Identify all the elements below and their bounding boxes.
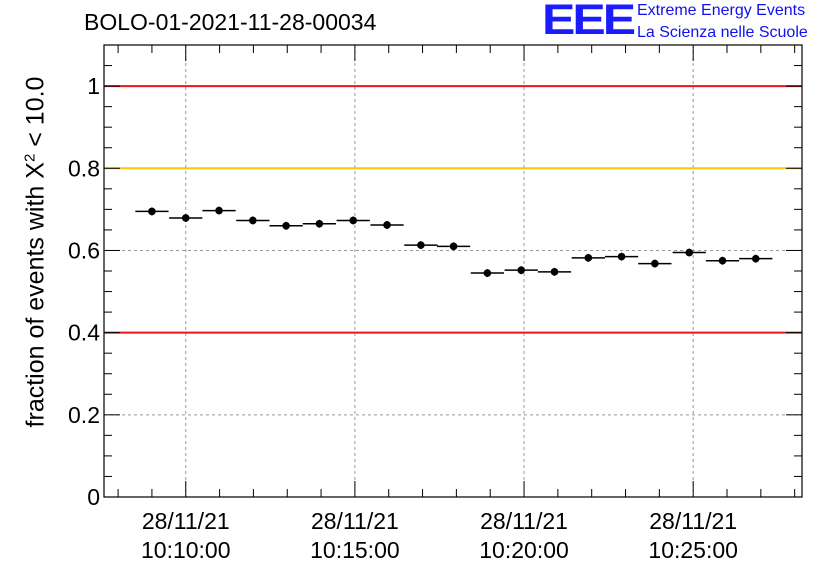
data-point xyxy=(383,221,391,229)
data-point xyxy=(651,259,659,268)
x-tick-date-label: 28/11/21 xyxy=(311,508,399,534)
plot-frame xyxy=(103,44,803,498)
data-point xyxy=(249,216,257,225)
y-tick-label: 0 xyxy=(87,484,100,510)
x-tick-date-label: 28/11/21 xyxy=(142,508,230,534)
chart-title: BOLO-01-2021-11-28-00034 xyxy=(84,9,377,35)
data-point xyxy=(550,268,559,276)
y-tick-label: 1 xyxy=(87,73,100,99)
data-point xyxy=(517,266,526,274)
logo-text-line1: Extreme Energy Events xyxy=(637,2,806,19)
y-tick-label: 0.8 xyxy=(68,155,100,181)
x-tick-time-label: 10:15:00 xyxy=(310,537,400,563)
data-point xyxy=(181,214,190,222)
x-tick-time-label: 10:25:00 xyxy=(648,537,738,563)
data-point xyxy=(449,242,458,251)
x-tick-time-label: 10:20:00 xyxy=(479,537,569,563)
x-tick-time-label: 10:10:00 xyxy=(141,537,231,563)
data-point xyxy=(751,254,760,263)
data-point xyxy=(617,252,626,261)
data-point xyxy=(483,269,492,277)
data-point xyxy=(215,206,223,215)
x-tick-date-label: 28/11/21 xyxy=(649,508,737,534)
logo-text-line2: La Scienza nelle Scuole xyxy=(637,24,808,41)
data-point xyxy=(417,241,425,249)
data-point xyxy=(685,248,694,257)
y-tick-label: 0.2 xyxy=(68,402,100,428)
data-point xyxy=(282,222,290,230)
data-point xyxy=(349,216,358,225)
y-tick-label: 0.4 xyxy=(68,320,100,346)
data-point xyxy=(584,254,593,262)
y-axis-label: fraction of events with X2 < 10.0 xyxy=(21,76,50,428)
eee-logo-icon: EEE xyxy=(542,0,636,44)
data-point xyxy=(718,256,727,265)
x-tick-date-label: 28/11/21 xyxy=(480,508,568,534)
data-point xyxy=(315,219,324,228)
data-point xyxy=(148,207,156,216)
y-tick-label: 0.6 xyxy=(68,237,100,263)
